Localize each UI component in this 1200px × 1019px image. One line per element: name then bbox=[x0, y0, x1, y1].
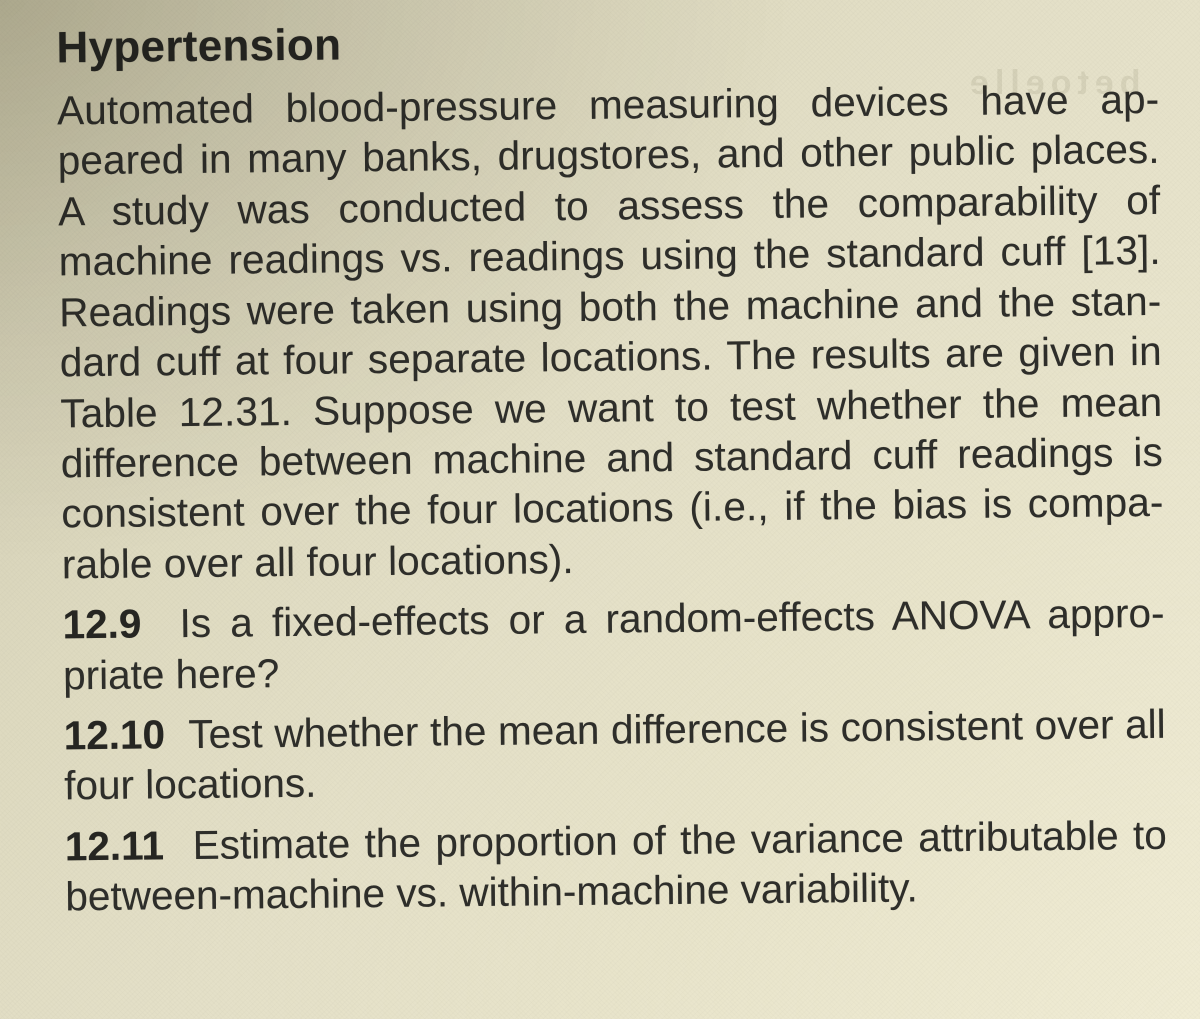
section-heading: Hypertension bbox=[56, 12, 1158, 74]
intro-paragraph: Automated blood-pressure measuring devic… bbox=[57, 74, 1164, 590]
question-number: 12.10 bbox=[63, 711, 165, 758]
question-number: 12.11 bbox=[65, 822, 165, 869]
question-number: 12.9 bbox=[62, 601, 141, 648]
question-text: Estimate the proportion of the variance … bbox=[65, 812, 1167, 920]
question-text: Is a fixed-effects or a random-effects A… bbox=[63, 590, 1165, 698]
question-12-9: 12.9 Is a fixed-effects or a random-effe… bbox=[62, 588, 1165, 700]
question-12-11: 12.11 Estimate the proportion of the var… bbox=[65, 810, 1168, 922]
textbook-page: Hypertension Automated blood-pressure me… bbox=[0, 0, 1200, 1019]
question-text: Test whether the mean difference is cons… bbox=[64, 701, 1166, 809]
question-12-10: 12.10 Test whether the mean difference i… bbox=[63, 699, 1166, 811]
